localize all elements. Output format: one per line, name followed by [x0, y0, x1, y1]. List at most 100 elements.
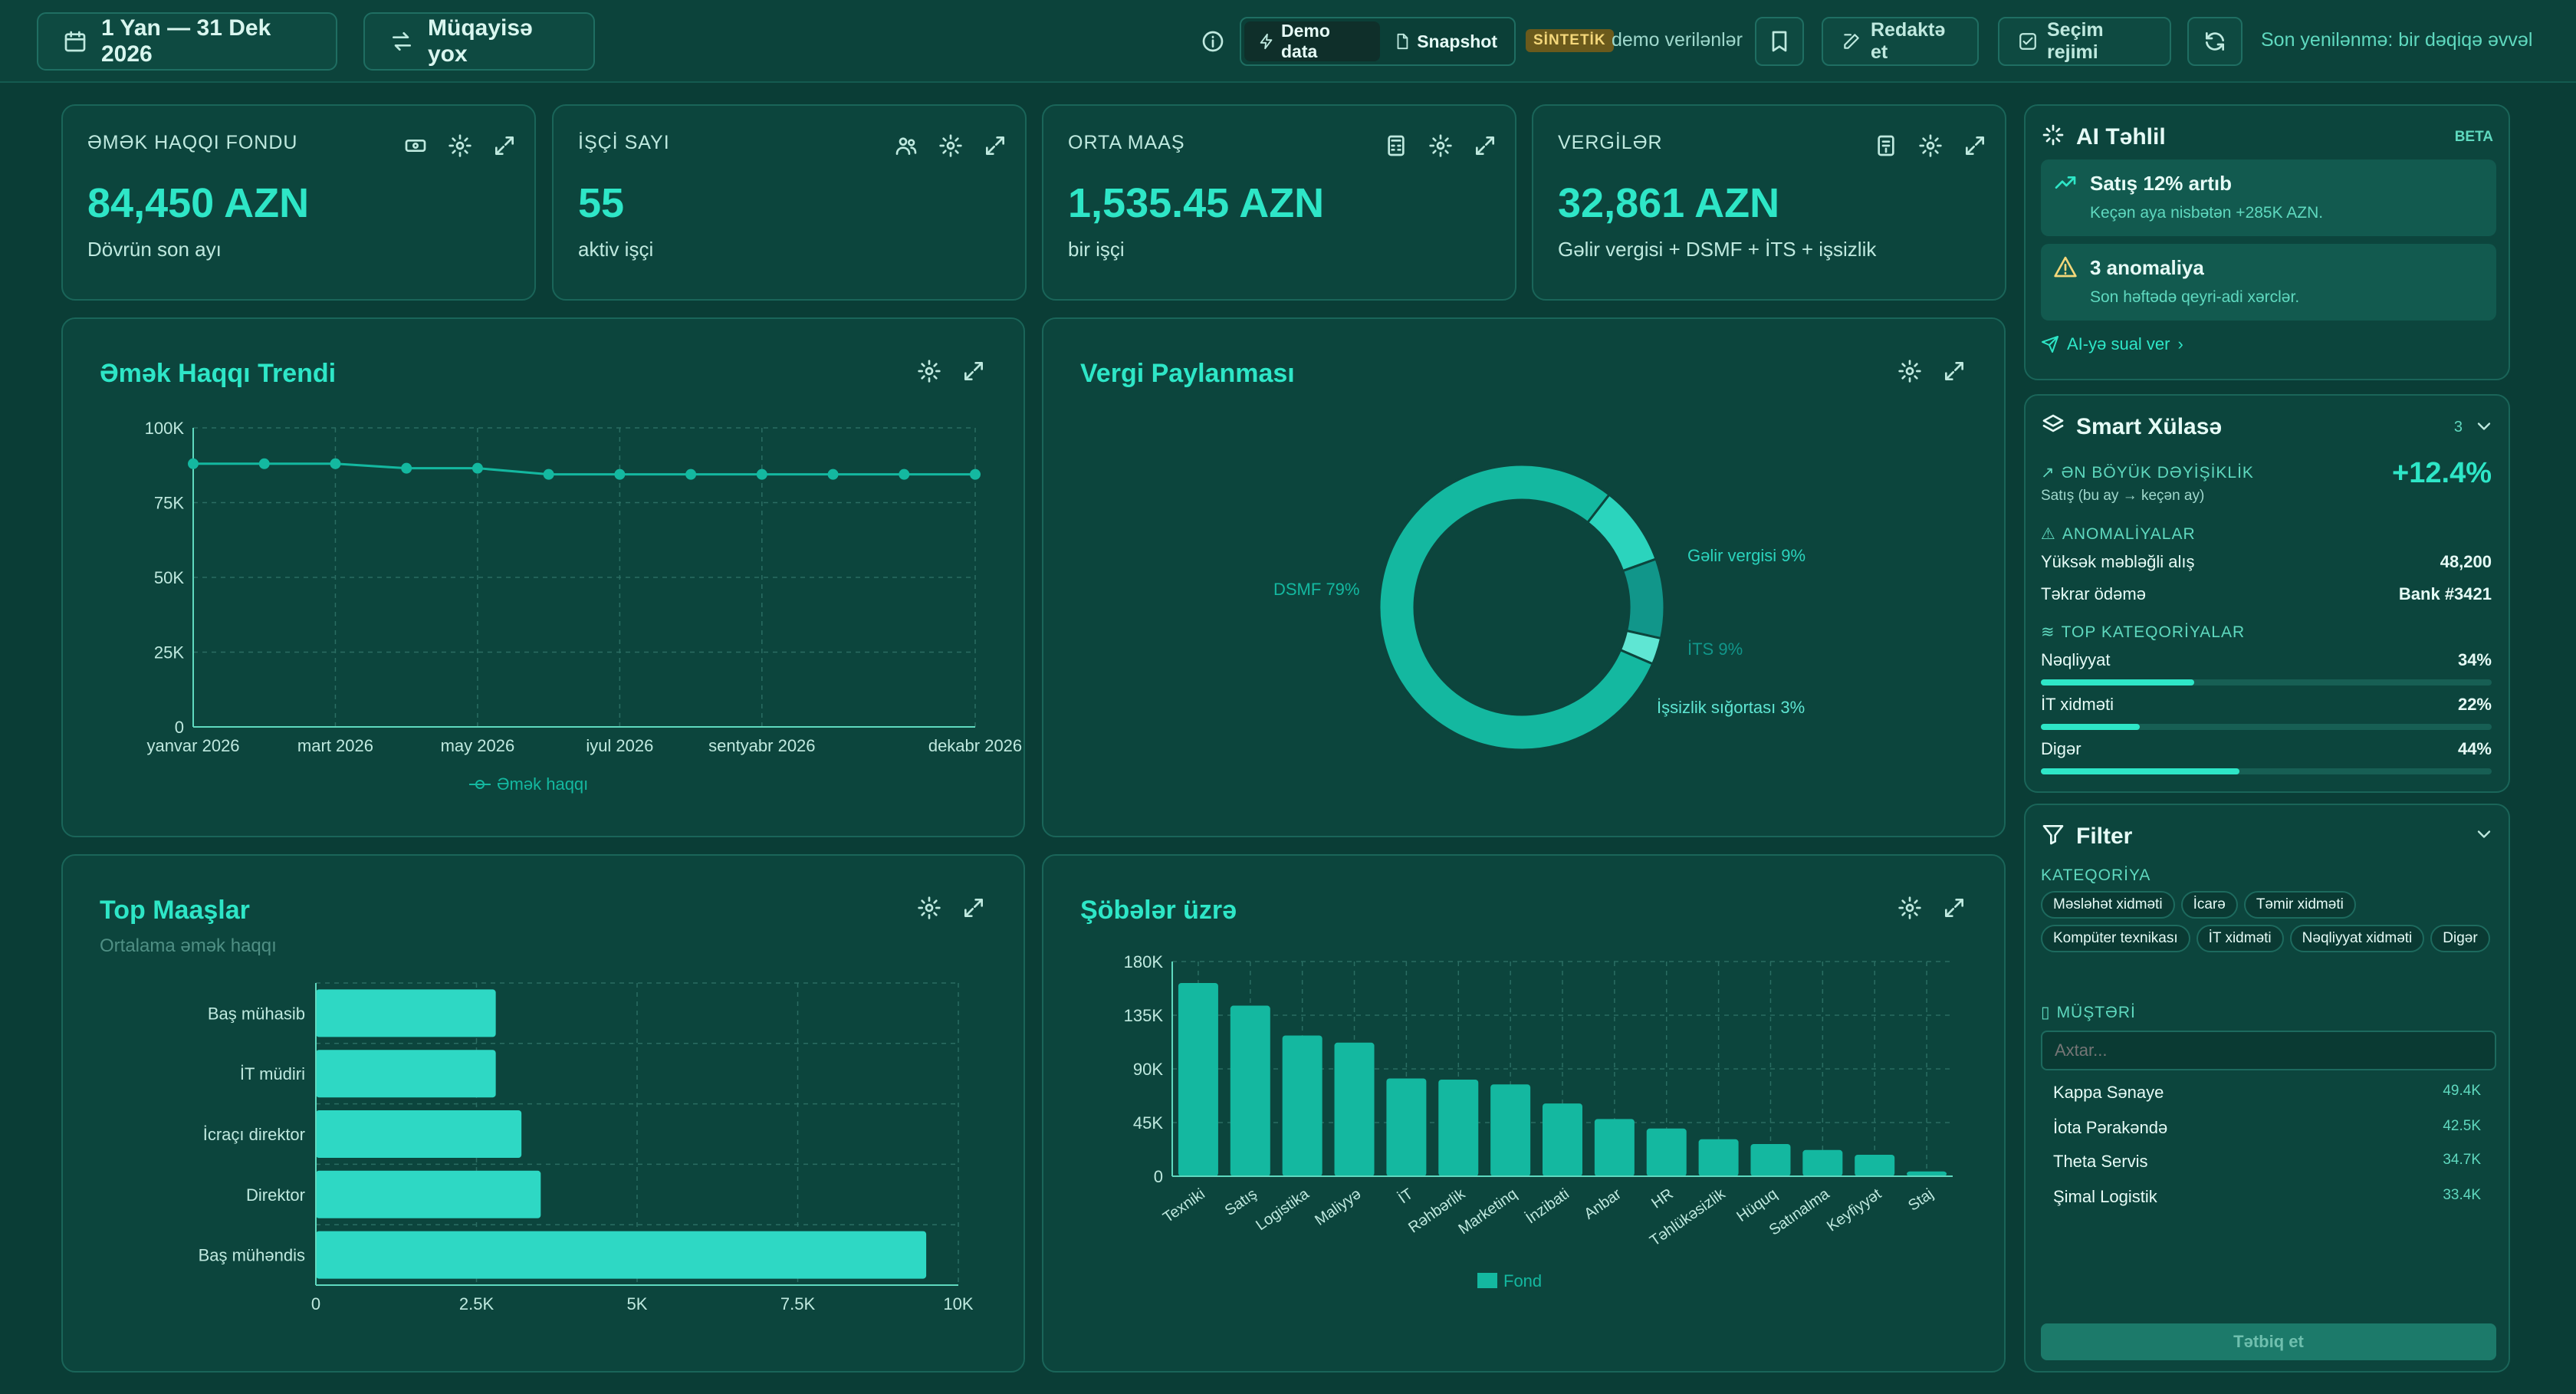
bar [1282, 1035, 1322, 1176]
expand-icon[interactable] [1473, 133, 1497, 158]
expand-icon[interactable] [983, 133, 1007, 158]
customer-row[interactable]: İota Pərakəndə 42.5K [2053, 1118, 2481, 1137]
kpi-card-taxes: VERGİLƏR 32,861 AZN Gəlir vergisi + DSMF… [1532, 104, 2006, 301]
chart-title: Əmək Haqqı Trendi [100, 359, 337, 388]
synthetic-text: demo verilənlər [1612, 29, 1743, 51]
chart-card-tax: Vergi Paylanması DSMF 79% Gəlir vergisi 9… [1042, 317, 2006, 837]
pie-slice [1378, 463, 1654, 751]
x-tick-label: Staj [1905, 1185, 1937, 1215]
series-line [193, 462, 975, 476]
kpi-title: İŞÇİ SAYI [578, 132, 670, 153]
category-chip[interactable]: Məsləhət xidməti [2041, 891, 2175, 919]
refresh-button[interactable] [2187, 17, 2242, 66]
data-point [188, 458, 199, 469]
category-chip[interactable]: İcarə [2180, 891, 2238, 919]
expand-icon[interactable] [1963, 133, 1987, 158]
settings-icon[interactable] [938, 133, 963, 158]
date-range-button[interactable]: 1 Yan — 31 Dek 2026 [37, 12, 337, 71]
ai-anomaly-card[interactable]: 3 anomaliya Son həftədə qeyri-adi xərclə… [2041, 244, 2496, 321]
bookmark-small-icon: ▯ [2041, 1004, 2051, 1021]
kpi-subtitle: bir işçi [1068, 238, 1125, 261]
x-tick-label: Keyfiyyət [1824, 1185, 1884, 1235]
file-icon [1394, 33, 1411, 50]
kpi-value: 1,535.45 AZN [1068, 180, 1325, 226]
category-heading: KATEQORİYA [2041, 866, 2151, 884]
bookmark-button[interactable] [1755, 17, 1804, 66]
chevron-down-icon[interactable] [2473, 824, 2495, 845]
slice-label: İTS 9% [1687, 639, 1743, 659]
kpi-value: 32,861 AZN [1558, 180, 1780, 226]
kpi-subtitle: aktiv işçi [578, 238, 654, 261]
x-tick-label: 7.5K [780, 1294, 816, 1313]
settings-icon[interactable] [1428, 133, 1453, 158]
kpi-card-avg-salary: ORTA MAAŞ 1,535.45 AZN bir işçi [1042, 104, 1516, 301]
bar [1855, 1155, 1895, 1176]
sparkle-icon [2041, 123, 2065, 147]
data-point [614, 469, 626, 480]
selection-mode-button[interactable]: Seçim rejimi [1998, 17, 2171, 66]
chart-subtitle: Ortalama əmək haqqı [100, 935, 277, 956]
settings-icon[interactable] [1918, 133, 1943, 158]
settings-icon[interactable] [917, 896, 941, 920]
category-chip[interactable]: Nəqliyyat xidməti [2289, 925, 2425, 952]
customer-search-input[interactable] [2041, 1031, 2496, 1070]
x-tick-label: 5K [627, 1294, 648, 1313]
data-point [756, 469, 767, 480]
edit-button[interactable]: Redaktə et [1822, 17, 1979, 66]
x-tick-label: İnzibati [1523, 1185, 1572, 1227]
category-chip[interactable]: Kompüter texnikası [2041, 925, 2190, 952]
settings-icon[interactable] [1898, 359, 1922, 383]
x-tick-label: sentyabr 2026 [708, 736, 815, 755]
synthetic-badge: SİNTETİK [1526, 29, 1614, 52]
kpi-title: ƏMƏK HAQQI FONDU [87, 132, 298, 153]
settings-icon[interactable] [448, 133, 472, 158]
settings-icon[interactable] [917, 359, 941, 383]
kpi-card-payroll: ƏMƏK HAQQI FONDU 84,450 AZN Dövrün son a… [61, 104, 536, 301]
y-tick-label: 180K [1124, 952, 1164, 972]
category-chip[interactable]: İT xidməti [2196, 925, 2284, 952]
category-chip[interactable]: Təmir xidməti [2243, 891, 2356, 919]
compare-button[interactable]: Müqayisə yox [363, 12, 595, 71]
bar [1750, 1144, 1791, 1176]
y-tick-label: Baş mühasib [208, 1004, 305, 1023]
chart-card-top-salaries: Top Maaşlar Ortalama əmək haqqı 0 2.5K 5K 7… [61, 854, 1025, 1373]
x-tick-label: mart 2026 [297, 736, 373, 755]
customer-row[interactable]: Theta Servis 34.7K [2053, 1152, 2481, 1171]
category-chip[interactable]: Digər [2430, 925, 2490, 952]
data-point [685, 469, 697, 480]
expand-icon[interactable] [1942, 359, 1967, 383]
users-icon [894, 133, 918, 158]
settings-icon[interactable] [1898, 896, 1922, 920]
info-icon[interactable] [1201, 29, 1225, 54]
anomalies-heading: ⚠ ANOMALİYALAR [2041, 524, 2196, 544]
x-tick-label: 2.5K [459, 1294, 495, 1313]
kpi-card-employees: İŞÇİ SAYI 55 aktiv işçi [552, 104, 1027, 301]
y-tick-label: 0 [175, 718, 184, 737]
expand-icon[interactable] [492, 133, 517, 158]
trend-line-chart: 0 25K 50K 75K 100K yanvar 2026 mart 2026 may 20… [145, 419, 1023, 794]
snapshot-toggle[interactable]: Snapshot [1380, 21, 1511, 61]
expand-icon[interactable] [961, 896, 986, 920]
expand-icon[interactable] [1942, 896, 1967, 920]
top-bar: 1 Yan — 31 Dek 2026 Müqayisə yox Demo da… [0, 0, 2576, 83]
date-range-label: 1 Yan — 31 Dek 2026 [101, 15, 271, 67]
ai-insight-card[interactable]: Satış 12% artıb Keçən aya nisbətən +285K… [2041, 159, 2496, 236]
chevron-down-icon[interactable] [2473, 416, 2495, 437]
filter-title: Filter [2076, 824, 2133, 849]
ai-title: AI Təhlil [2076, 124, 2166, 150]
apply-filter-button[interactable]: Tətbiq et [2041, 1323, 2496, 1360]
bar [316, 1231, 927, 1279]
beta-badge: BETA [2454, 129, 2493, 145]
expand-icon[interactable] [961, 359, 986, 383]
data-point [472, 462, 483, 474]
bar [316, 1170, 541, 1218]
chart-title: Top Maaşlar [100, 896, 250, 925]
customer-row[interactable]: Kappa Sənaye 49.4K [2053, 1083, 2481, 1102]
ask-ai-link[interactable]: AI-yə sual ver › [2041, 334, 2183, 354]
customer-row[interactable]: Şimal Logistik 33.4K [2053, 1187, 2481, 1206]
demo-data-toggle[interactable]: Demo data [1244, 21, 1381, 61]
y-tick-label: 45K [1133, 1113, 1163, 1133]
bar [1178, 983, 1218, 1176]
category-progress [2041, 679, 2492, 685]
